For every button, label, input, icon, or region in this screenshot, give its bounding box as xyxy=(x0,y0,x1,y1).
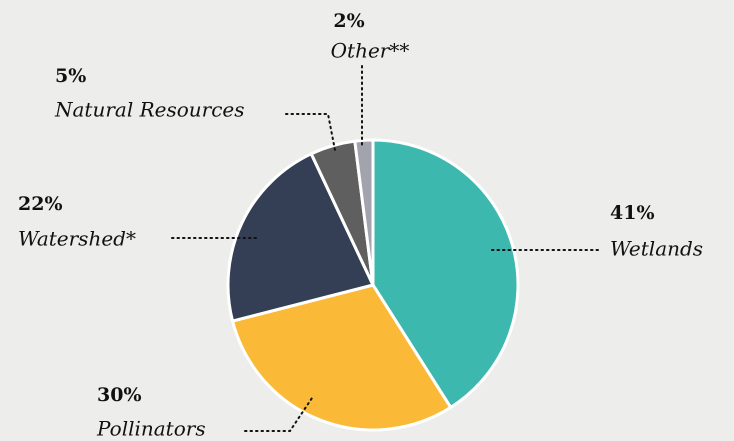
slice-name-label: Natural Resources xyxy=(54,98,245,122)
slice-name-label: Wetlands xyxy=(610,237,703,261)
slice-name-label: Other** xyxy=(331,39,410,63)
slice-percent-label: 22% xyxy=(18,193,63,215)
pie-slice xyxy=(226,152,375,323)
slice-name-label: Watershed* xyxy=(18,227,136,251)
pie-slice xyxy=(353,138,375,287)
leader-line xyxy=(285,113,336,151)
slice-percent-label: 41% xyxy=(610,202,655,224)
leader-line xyxy=(244,397,313,432)
slice-name-label: Pollinators xyxy=(96,417,206,441)
slice-percent-label: 5% xyxy=(55,65,86,87)
pie-slice xyxy=(231,283,453,432)
slice-percent-label: 30% xyxy=(97,384,142,406)
slice-percent-label: 2% xyxy=(333,10,364,32)
